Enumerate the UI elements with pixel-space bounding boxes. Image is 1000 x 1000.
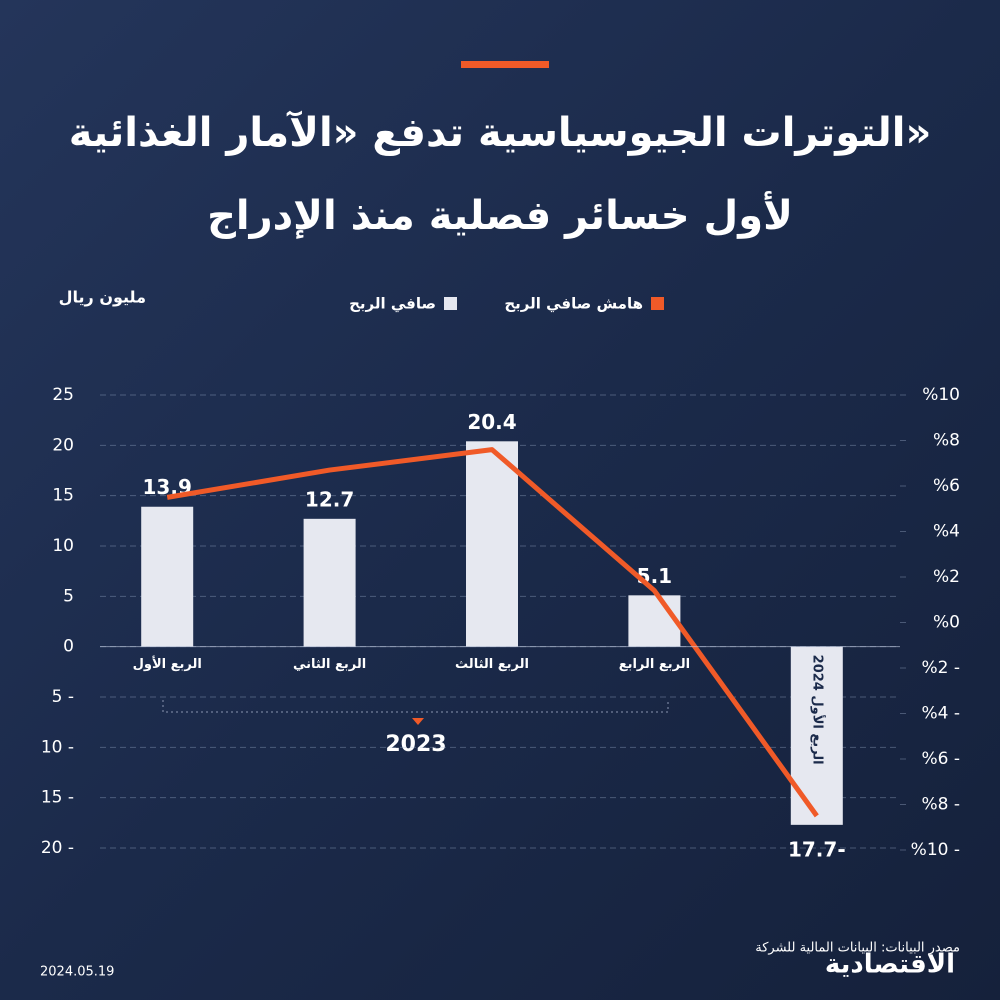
group-marker bbox=[412, 718, 424, 725]
legend-label: صافي الربح bbox=[349, 295, 436, 313]
value-label: 17.7- bbox=[788, 837, 846, 861]
group-label: 2023 bbox=[385, 732, 446, 757]
date: 2024.05.19 bbox=[40, 965, 114, 980]
y2-tick-label: %10 - bbox=[911, 840, 960, 860]
value-label: 5.1 bbox=[637, 564, 672, 588]
y2-tick-label: %4 bbox=[933, 522, 960, 542]
y-tick-label: 20 - bbox=[41, 838, 74, 858]
y2-tick-label: %2 bbox=[933, 567, 960, 587]
bar bbox=[141, 506, 194, 647]
source: مصدر البيانات: البيانات المالية للشركة bbox=[755, 941, 960, 956]
line bbox=[166, 447, 819, 818]
y-tick-label: 25 bbox=[52, 385, 74, 405]
legend-label: هامش صافي الربح bbox=[504, 295, 643, 313]
y-tick-label: 5 - bbox=[52, 687, 74, 707]
bar bbox=[466, 441, 518, 647]
y-tick-label: 10 bbox=[52, 536, 74, 556]
y-tick-label: 15 bbox=[52, 486, 74, 506]
x-tick-label: الربع الأول 2024 bbox=[809, 655, 826, 765]
accent-bar bbox=[461, 61, 549, 68]
x-tick-label: الربع الرابع bbox=[619, 657, 690, 672]
y2-tick-label: %4 - bbox=[921, 704, 960, 724]
y2-tick-label: %0 bbox=[933, 613, 960, 633]
x-tick-label: الربع الثاني bbox=[293, 657, 366, 672]
chart-title: لأول خسائر فصلية منذ الإدراج bbox=[207, 190, 793, 239]
y-tick-label: 0 bbox=[63, 637, 74, 657]
bar bbox=[303, 518, 356, 647]
y2-tick-label: %8 bbox=[933, 431, 960, 451]
y2-tick-label: %6 bbox=[933, 476, 960, 496]
y2-tick-label: %8 - bbox=[921, 795, 960, 815]
y-tick-label: 10 - bbox=[41, 737, 74, 757]
value-label: 12.7 bbox=[305, 487, 354, 511]
value-label: 20.4 bbox=[467, 410, 516, 434]
y-tick-label: 5 bbox=[63, 586, 74, 606]
y2-tick-label: %10 bbox=[922, 385, 960, 405]
y2-tick-label: %6 - bbox=[921, 749, 960, 769]
y-tick-label: 20 bbox=[52, 435, 74, 455]
chart-title: التوترات الجيوسياسية تدفع «الآمار الغذائ… bbox=[69, 110, 932, 156]
x-tick-label: الربع الأول bbox=[133, 655, 202, 672]
group-bracket bbox=[162, 700, 669, 713]
y2-tick-label: %2 - bbox=[921, 658, 960, 678]
x-tick-label: الربع الثالث bbox=[455, 657, 529, 672]
y-tick-label: 15 - bbox=[41, 788, 74, 808]
bar bbox=[628, 595, 681, 647]
legend-swatch bbox=[651, 297, 664, 310]
y-axis-label: مليون ريال bbox=[59, 288, 146, 307]
brand-logo: الاقتصادية bbox=[825, 950, 955, 980]
legend-swatch bbox=[444, 297, 457, 310]
